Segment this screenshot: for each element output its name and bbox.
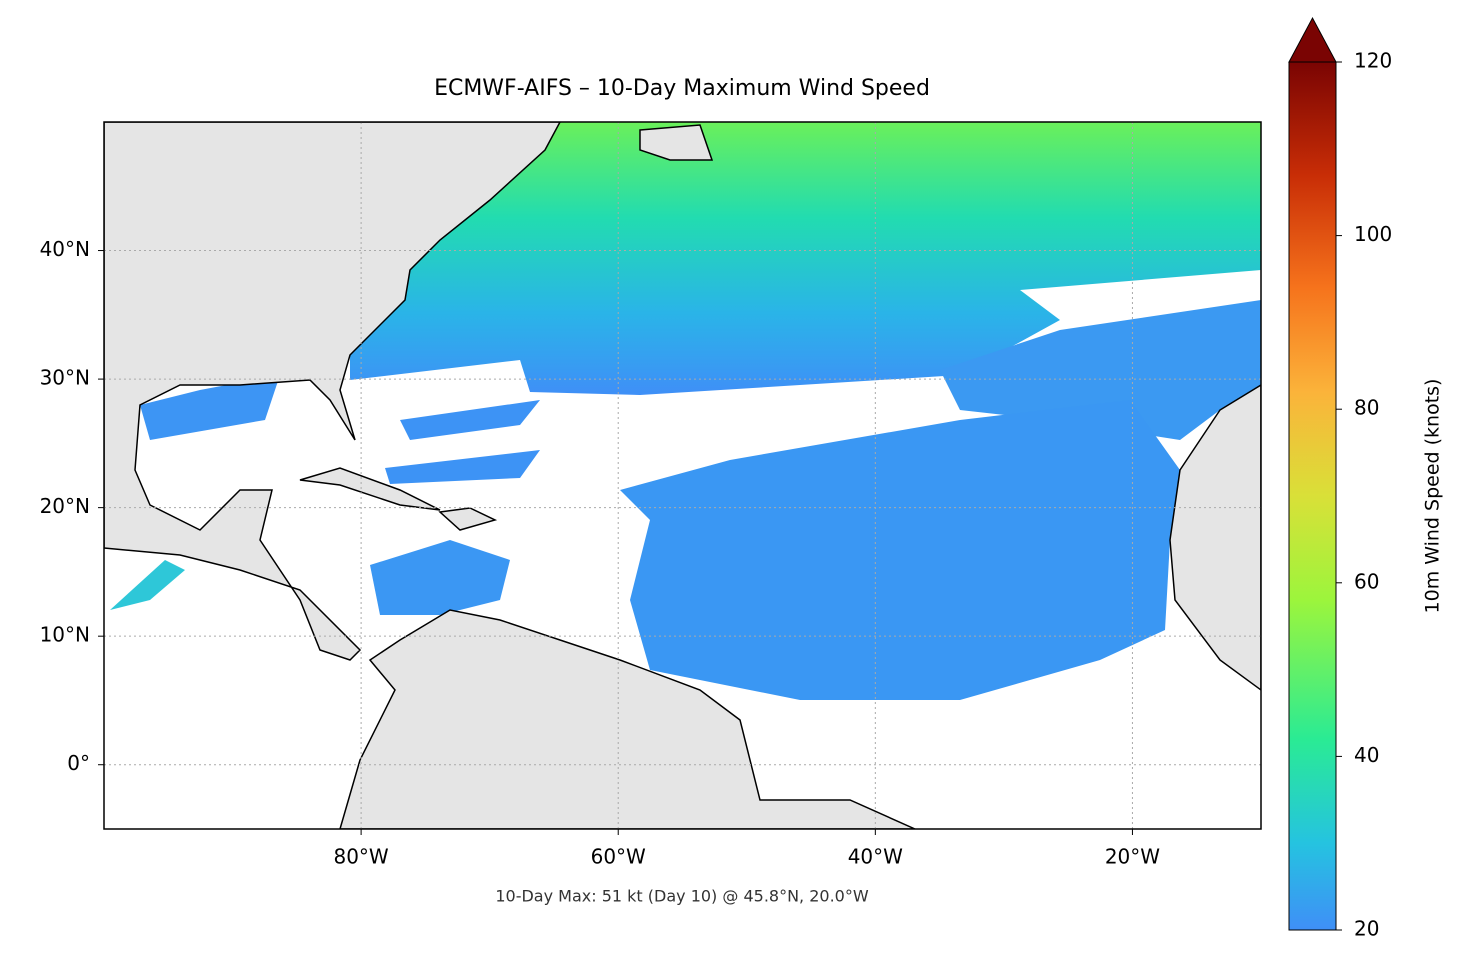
wind-field	[370, 540, 510, 615]
colorbar-tick-label: 20	[1354, 917, 1379, 941]
wind-field	[140, 375, 280, 440]
y-tick-label: 20°N	[40, 494, 90, 518]
wind-field	[350, 122, 1261, 395]
colorbar-extend	[1288, 16, 1337, 63]
land	[339, 609, 916, 829]
land	[1169, 384, 1261, 691]
map	[104, 122, 1261, 829]
annotation: 10-Day Max: 51 kt (Day 10) @ 45.8°N, 20.…	[495, 887, 869, 906]
x-tick-label: 40°W	[848, 845, 903, 869]
colorbar-tick-label: 80	[1354, 396, 1379, 420]
chart-title: ECMWF-AIFS – 10-Day Maximum Wind Speed	[434, 76, 930, 101]
colorbar-tick-label: 100	[1354, 222, 1392, 246]
wind-field	[620, 400, 1180, 700]
colorbar-tick-label: 120	[1354, 49, 1392, 73]
x-tick-label: 20°W	[1105, 845, 1160, 869]
land	[299, 467, 498, 531]
land	[639, 124, 714, 161]
x-tick-label: 60°W	[591, 845, 646, 869]
wind-field	[385, 400, 540, 484]
y-tick-label: 10°N	[40, 623, 90, 647]
land	[104, 122, 561, 661]
y-tick-label: 30°N	[40, 366, 90, 390]
colorbar-tick-label: 40	[1354, 743, 1379, 767]
colorbar	[1288, 61, 1337, 931]
colorbar-tick-label: 60	[1354, 569, 1379, 593]
colorbar-label: 10m Wind Speed (knots)	[1422, 379, 1444, 614]
plot-frame	[103, 121, 1262, 830]
y-tick-label: 0°	[67, 751, 90, 775]
wind-field	[110, 560, 185, 610]
y-tick-label: 40°N	[40, 237, 90, 261]
wind-field	[940, 300, 1261, 440]
x-tick-label: 80°W	[333, 845, 388, 869]
